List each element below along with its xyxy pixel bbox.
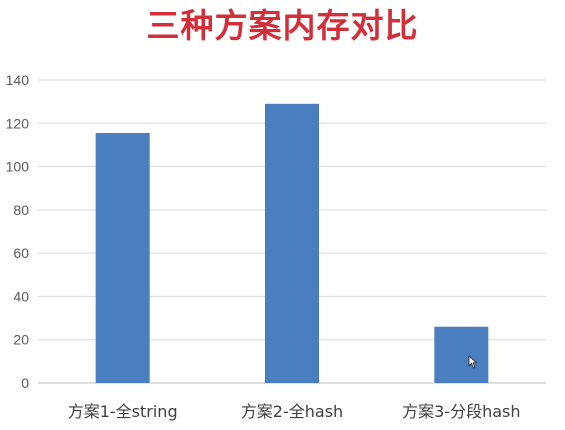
bar xyxy=(265,103,319,384)
bars xyxy=(95,103,489,384)
y-tick-label: 140 xyxy=(6,72,30,88)
x-category-label: 方案1-全string xyxy=(68,402,178,421)
y-tick-label: 80 xyxy=(13,202,29,218)
x-category-label: 方案3-分段hash xyxy=(402,402,520,421)
y-tick-label: 100 xyxy=(6,159,30,175)
mouse-pointer-icon xyxy=(468,355,477,369)
bar xyxy=(434,326,489,383)
y-axis-ticks: 0 20 40 60 80 100 120 140 xyxy=(6,72,30,391)
bar xyxy=(95,133,150,383)
y-tick-label: 20 xyxy=(13,332,29,348)
y-tick-label: 40 xyxy=(13,288,29,304)
y-tick-label: 0 xyxy=(21,375,29,391)
x-category-label: 方案2-全hash xyxy=(241,402,343,421)
y-tick-label: 60 xyxy=(13,245,29,261)
y-tick-label: 120 xyxy=(6,115,30,131)
chart-title: 三种方案内存对比 xyxy=(146,6,419,45)
x-axis-labels: 方案1-全string 方案2-全hash 方案3-分段hash xyxy=(68,402,521,421)
